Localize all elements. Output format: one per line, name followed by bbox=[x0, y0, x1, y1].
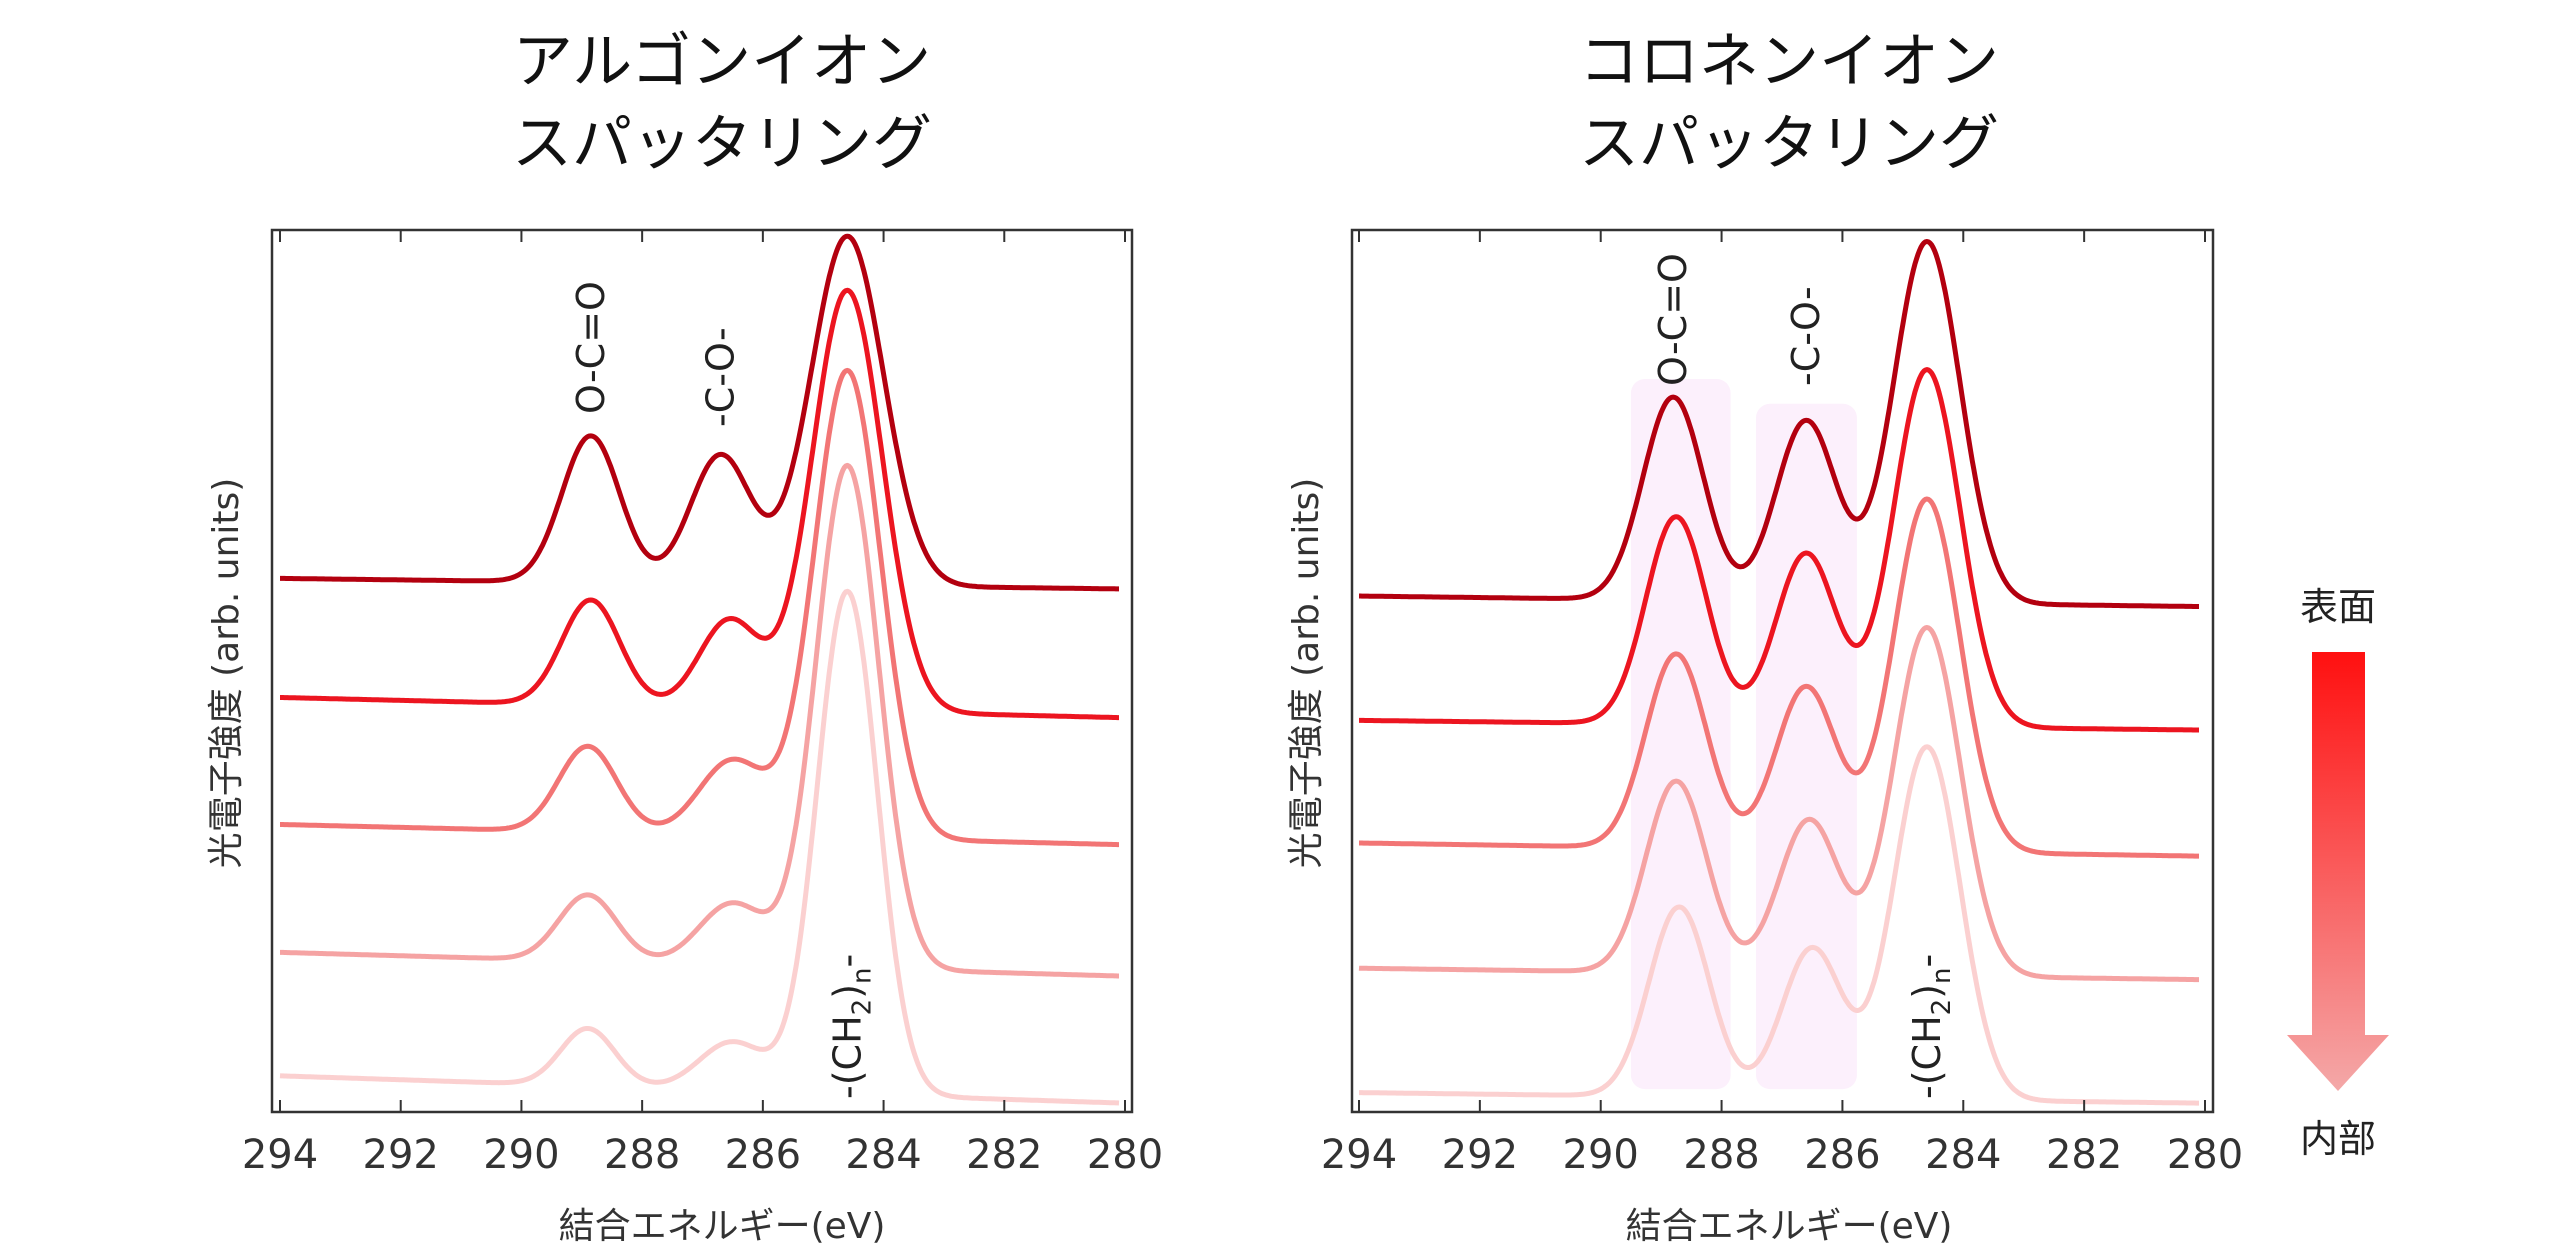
chart-title-line: スパッタリング bbox=[512, 109, 932, 179]
spectrum-line-2 bbox=[1358, 367, 2200, 733]
shaded-region bbox=[1756, 403, 1857, 1090]
chart-title-line: スパッタリング bbox=[1579, 109, 1999, 179]
x-tick-label: 280 bbox=[2167, 1132, 2243, 1178]
peak-label: -C-O- bbox=[1784, 286, 1828, 386]
spectrum-line-5 bbox=[279, 588, 1120, 1106]
label-part: - bbox=[825, 954, 869, 968]
spectrum-line-3 bbox=[1358, 496, 2200, 859]
x-tick-label: 286 bbox=[1804, 1132, 1880, 1178]
x-axis-label: 結合エネルギー(eV) bbox=[1626, 1206, 1953, 1246]
ch2-peak-label: -(CH2)n- bbox=[825, 954, 877, 1099]
x-tick-label: 280 bbox=[1087, 1132, 1163, 1178]
peak-label: O-C=O bbox=[1651, 253, 1695, 386]
x-tick-label: 282 bbox=[2046, 1132, 2122, 1178]
spectrum-line-1 bbox=[1358, 239, 2200, 609]
spectrum-line-3 bbox=[279, 367, 1120, 848]
peak-label: -C-O- bbox=[699, 327, 743, 427]
depth-legend: 表面 内部 bbox=[2287, 585, 2389, 1161]
x-axis-label: 結合エネルギー(eV) bbox=[559, 1206, 886, 1246]
y-axis-label: 光電子強度 (arb. units) bbox=[1286, 478, 1327, 869]
x-tick-label: 290 bbox=[483, 1132, 559, 1178]
spectrum-line-4 bbox=[279, 462, 1120, 979]
x-tick-label: 286 bbox=[725, 1132, 801, 1178]
subscript: 2 bbox=[1927, 999, 1957, 1016]
x-tick-label: 284 bbox=[845, 1132, 921, 1178]
label-part: -(CH bbox=[1905, 1015, 1949, 1099]
chart-title-line: アルゴンイオン bbox=[513, 27, 931, 97]
surface-label: 表面 bbox=[2300, 585, 2376, 629]
x-tick-label: 288 bbox=[604, 1132, 680, 1178]
x-tick-label: 292 bbox=[363, 1132, 439, 1178]
spectrum-line-2 bbox=[279, 287, 1120, 721]
spectrum-line-1 bbox=[279, 233, 1120, 592]
subscript: n bbox=[847, 967, 877, 983]
subscript: 2 bbox=[847, 999, 877, 1016]
ch2-peak-label: -(CH2)n- bbox=[1905, 954, 1957, 1099]
peak-label: O-C=O bbox=[569, 281, 613, 414]
x-tick-label: 292 bbox=[1442, 1132, 1518, 1178]
label-part: ) bbox=[1905, 984, 1949, 999]
plot-frame bbox=[270, 228, 1134, 1114]
label-part: ) bbox=[825, 984, 869, 999]
x-tick-label: 294 bbox=[242, 1132, 318, 1178]
x-tick-label: 288 bbox=[1683, 1132, 1759, 1178]
plot-frame bbox=[1350, 228, 2215, 1114]
y-axis-label: 光電子強度 (arb. units) bbox=[206, 478, 247, 869]
x-tick-label: 282 bbox=[966, 1132, 1042, 1178]
spectrum-line-5 bbox=[1358, 744, 2200, 1106]
x-tick-label: 290 bbox=[1563, 1132, 1639, 1178]
bulk-label: 内部 bbox=[2300, 1117, 2376, 1161]
label-part: - bbox=[1905, 954, 1949, 968]
depth-arrow-icon bbox=[2287, 652, 2389, 1091]
spectrum-line-4 bbox=[1358, 625, 2200, 983]
chart-title-line: コロネンイオン bbox=[1579, 27, 1999, 97]
subscript: n bbox=[1927, 967, 1957, 983]
label-part: -(CH bbox=[825, 1015, 869, 1099]
x-tick-label: 284 bbox=[1925, 1132, 2001, 1178]
x-tick-label: 294 bbox=[1321, 1132, 1397, 1178]
